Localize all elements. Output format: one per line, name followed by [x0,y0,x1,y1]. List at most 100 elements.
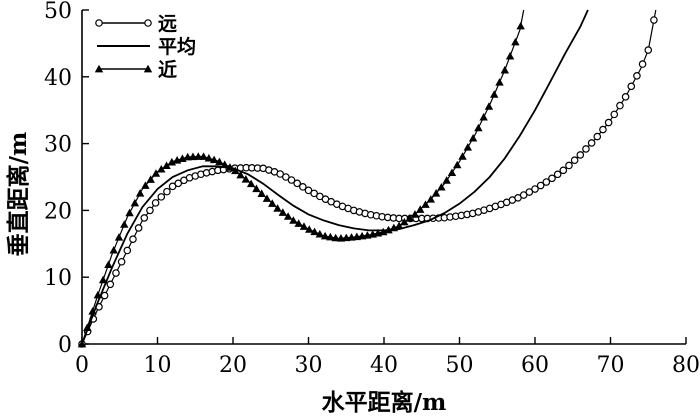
data-point [88,307,97,315]
data-point [500,65,509,74]
data-point [130,198,140,207]
data-point [276,170,284,178]
data-point [458,152,467,160]
data-point [220,160,229,168]
data-point [141,181,150,189]
data-point [83,323,92,331]
y-tick-label: 40 [44,66,72,91]
x-tick-label: 20 [219,353,247,378]
data-point [282,173,290,181]
data-point [582,145,590,153]
data-point [231,166,240,175]
data-point [310,189,318,198]
data-point [278,208,288,216]
data-point [516,21,525,30]
y-tick-label: 0 [58,333,72,358]
data-point [299,183,307,191]
data-point [109,245,118,254]
data-point [384,225,393,234]
data-point [416,205,425,213]
data-point [468,133,478,142]
data-point [120,220,129,228]
data-point [146,175,155,183]
data-point [252,184,261,193]
data-point [174,179,183,188]
data-point [442,176,451,184]
y-axis-title: 垂直距离/m [5,132,32,257]
data-point [283,212,293,220]
legend-label: 平均 [158,35,196,58]
data-point [447,168,457,177]
data-point [268,199,277,207]
data-point [294,219,303,227]
x-tick-label: 10 [144,353,172,378]
data-point [114,233,124,241]
data-point [565,161,573,170]
data-point [162,161,171,170]
data-point [167,157,177,166]
data-point [134,224,143,232]
x-tick-label: 40 [370,353,398,378]
data-point [293,179,301,188]
y-tick-label: 50 [44,0,72,24]
data-point [379,227,388,236]
data-point [627,82,636,91]
data-point [610,110,619,119]
data-point [310,227,319,236]
data-point [140,214,149,222]
data-point [453,160,462,169]
data-point [262,194,272,202]
data-point [157,164,166,173]
data-point [479,112,488,121]
data-point [117,257,126,266]
y-tick-label: 10 [44,266,72,291]
data-point [421,200,430,208]
y-tick-label: 20 [44,199,72,224]
data-point [194,152,203,160]
data-point [209,155,219,164]
data-point [437,182,446,191]
data-point [621,93,630,101]
data-point [495,78,504,86]
data-point [525,188,534,196]
data-point [400,217,409,226]
data-point [405,214,414,222]
data-point [204,153,214,162]
data-point [431,189,441,197]
data-point [163,187,171,196]
data-point [463,143,473,151]
data-point [135,189,145,197]
data-point [304,186,313,195]
data-point [426,195,436,203]
data-point [257,189,266,197]
data-point [474,123,483,132]
legend-marker [95,19,103,27]
data-point [505,51,515,60]
data-point [542,178,551,186]
data-point [326,232,335,241]
data-point [305,225,314,233]
data-point [604,118,613,127]
axes: 0 10 20 30 40 50 60 70 80 0 10 20 30 40 50 [44,0,700,378]
legend-entry: 近 [94,59,177,81]
y-tick-label: 30 [44,133,72,158]
data-point [536,181,545,190]
data-point [633,71,641,80]
data-point [511,37,520,46]
data-point [98,275,108,284]
data-point [638,60,647,68]
legend-marker [143,64,153,73]
data-point [519,191,528,199]
data-point [129,235,137,244]
data-point [553,170,562,179]
data-point [236,170,245,179]
data-point [93,290,103,299]
series-layer [77,9,658,348]
legend-label: 近 [158,59,177,81]
data-point [570,156,579,165]
data-point [315,229,325,238]
data-point [151,169,161,177]
x-tick-label: 70 [597,353,625,378]
